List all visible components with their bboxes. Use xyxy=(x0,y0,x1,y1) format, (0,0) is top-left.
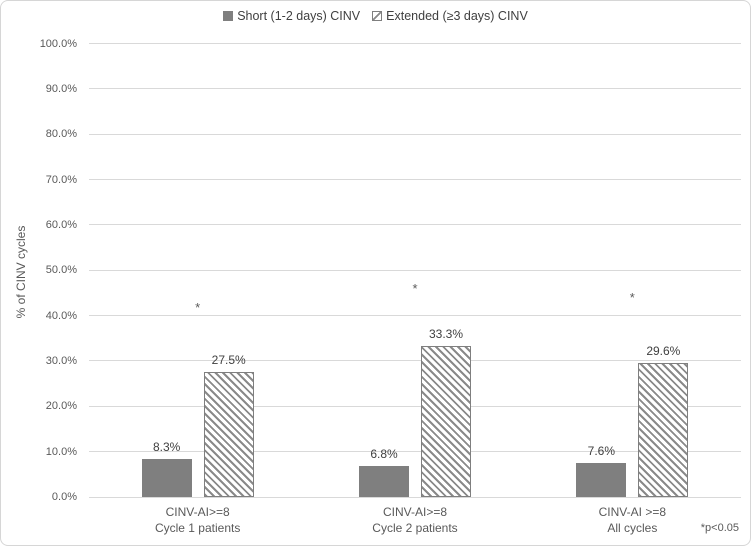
bar-value-label: 8.3% xyxy=(152,440,181,455)
y-axis-tick-label: 60.0% xyxy=(45,218,77,231)
gridline xyxy=(89,315,741,317)
gridline xyxy=(89,496,741,498)
bar-short-cinv xyxy=(576,462,627,497)
bar-value-label: 29.6% xyxy=(646,343,681,358)
gridline xyxy=(89,88,741,90)
bar-short-cinv xyxy=(141,459,192,497)
gridline xyxy=(89,360,741,362)
bar-extended-cinv xyxy=(638,362,689,497)
legend-item-short: Short (1-2 days) CINV xyxy=(223,9,360,23)
bar-value-label: 7.6% xyxy=(587,443,615,458)
category-line-2: Cycle 1 patients xyxy=(154,521,241,535)
gridline xyxy=(89,269,741,271)
bar-value-label: 6.8% xyxy=(370,447,398,462)
category-line-1: CINV-AI>=8 xyxy=(165,505,230,519)
gridline xyxy=(89,133,741,135)
x-axis-category-label: CINV-AI>=8 Cycle 1 patients xyxy=(93,504,303,536)
significance-asterisk: * xyxy=(412,281,418,297)
solid-swatch-icon xyxy=(223,11,234,21)
category-line-1: CINV-AI>=8 xyxy=(382,505,448,519)
y-axis-tick-label: 30.0% xyxy=(45,354,77,367)
significance-asterisk: * xyxy=(629,290,635,306)
legend: Short (1-2 days) CINV Extended (≥3 days)… xyxy=(1,9,750,23)
y-axis-tick-label: 10.0% xyxy=(45,445,77,458)
bar-extended-cinv xyxy=(421,345,471,497)
significance-note: *p<0.05 xyxy=(700,522,739,534)
y-axis-tick-label: 100.0% xyxy=(39,37,77,50)
y-axis-tick-label: 90.0% xyxy=(45,82,77,95)
y-axis-tick-label: 0.0% xyxy=(51,491,77,503)
gridline xyxy=(89,43,741,44)
category-line-2: All cycles xyxy=(607,521,658,535)
gridline xyxy=(89,405,741,407)
y-axis-tick-label: 50.0% xyxy=(45,264,77,277)
x-axis-category-label: CINV-AI >=8 All cycles xyxy=(527,504,737,536)
hatched-swatch-icon xyxy=(372,11,383,21)
y-axis-tick-label: 20.0% xyxy=(45,400,77,413)
legend-label-extended: Extended (≥3 days) CINV xyxy=(386,9,528,23)
gridline xyxy=(89,224,741,226)
y-axis-tick-label: 70.0% xyxy=(45,173,77,186)
bar-extended-cinv xyxy=(203,372,254,497)
gridline xyxy=(89,451,741,453)
y-axis-tick-label: 80.0% xyxy=(45,128,77,141)
x-axis-category-label: CINV-AI>=8 Cycle 2 patients xyxy=(310,504,520,536)
bar-short-cinv xyxy=(359,466,409,497)
y-axis-tick-label: 40.0% xyxy=(45,309,77,322)
legend-label-short: Short (1-2 days) CINV xyxy=(237,9,361,23)
gridline xyxy=(89,179,741,181)
bar-value-label: 33.3% xyxy=(428,326,464,341)
category-line-1: CINV-AI >=8 xyxy=(598,505,667,519)
bar-value-label: 27.5% xyxy=(211,353,246,368)
category-line-2: Cycle 2 patients xyxy=(372,521,458,535)
significance-asterisk: * xyxy=(195,299,201,315)
legend-item-extended: Extended (≥3 days) CINV xyxy=(372,9,528,23)
